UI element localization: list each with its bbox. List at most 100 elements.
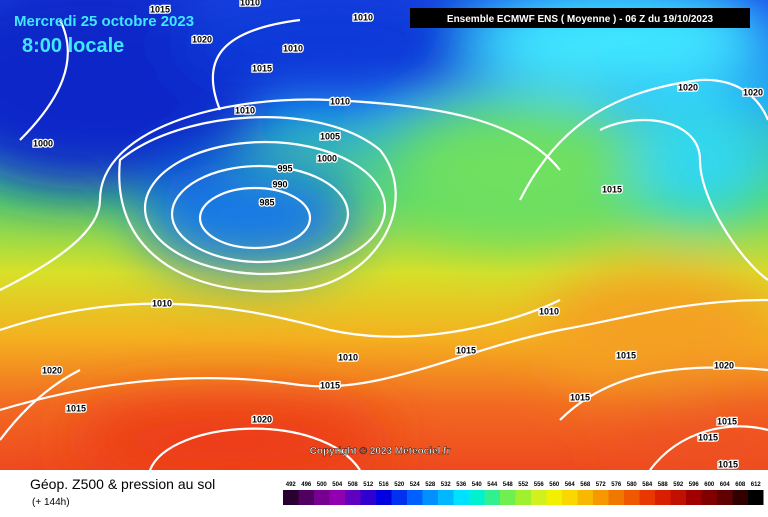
scale-swatch [407, 490, 423, 505]
scale-swatch [345, 490, 361, 505]
scale-swatch [732, 490, 748, 505]
scale-label: 500 [317, 482, 328, 488]
isobar-label: 1015 [252, 63, 272, 73]
isobar-label: 1005 [320, 131, 340, 141]
copyright: Copyright © 2023 Meteociel.fr [310, 446, 451, 457]
isobar-label: 1020 [714, 360, 734, 370]
isobar-label: 1015 [320, 380, 340, 390]
scale-label: 560 [549, 482, 560, 488]
scale-swatch [670, 490, 686, 505]
isobar-label: 1010 [338, 352, 358, 362]
scale-label: 496 [301, 482, 312, 488]
scale-swatch [329, 490, 345, 505]
scale-label: 556 [534, 482, 545, 488]
scale-label: 608 [735, 482, 746, 488]
isobar-label: 1015 [718, 459, 738, 469]
scale-label: 544 [487, 482, 498, 488]
isobar-label: 1020 [42, 365, 62, 375]
scale-label: 512 [363, 482, 374, 488]
scale-label: 576 [611, 482, 622, 488]
isobar-label: 1000 [317, 153, 337, 163]
isobar-label: 1010 [353, 12, 373, 22]
isobar-label: 1015 [717, 416, 737, 426]
scale-swatch [546, 490, 562, 505]
scale-label: 528 [425, 482, 436, 488]
scale-label: 516 [379, 482, 390, 488]
scale-swatch [500, 490, 516, 505]
scale-label: 612 [751, 482, 762, 488]
footer-lead: (+ 144h) [32, 497, 70, 508]
isobar-label: 1015 [602, 184, 622, 194]
isobar-label: 1015 [570, 392, 590, 402]
scale-swatch [298, 490, 314, 505]
scale-swatch [391, 490, 407, 505]
scale-swatch [639, 490, 655, 505]
scale-swatch [577, 490, 593, 505]
time-label: 8:00 locale [22, 35, 124, 57]
scale-swatch [686, 490, 702, 505]
scale-swatch [453, 490, 469, 505]
date-label: Mercredi 25 octobre 2023 [14, 13, 194, 30]
scale-label: 552 [518, 482, 529, 488]
scale-swatch [701, 490, 717, 505]
scale-label: 568 [580, 482, 591, 488]
footer-title: Géop. Z500 & pression au sol [30, 476, 215, 492]
isobar-label: 1020 [252, 414, 272, 424]
scale-label: 584 [642, 482, 653, 488]
scale-label: 524 [410, 482, 421, 488]
scale-swatch [376, 490, 392, 505]
scale-label: 520 [394, 482, 405, 488]
scale-label: 492 [286, 482, 297, 488]
scale-label: 548 [503, 482, 514, 488]
scale-swatch [562, 490, 578, 505]
scale-label: 600 [704, 482, 715, 488]
isobar-label: 1015 [698, 432, 718, 442]
scale-label: 572 [596, 482, 607, 488]
scale-label: 504 [332, 482, 343, 488]
isobar-label: 1000 [33, 138, 53, 148]
scale-swatch [438, 490, 454, 505]
isobar-label: 990 [272, 179, 287, 189]
isobars [0, 18, 768, 471]
scale-swatch [484, 490, 500, 505]
scale-label: 592 [673, 482, 684, 488]
isobar-label: 1010 [240, 0, 260, 7]
field-shading [0, 0, 768, 480]
isobar-label: 1010 [152, 298, 172, 308]
scale-label: 596 [689, 482, 700, 488]
scale-swatch [608, 490, 624, 505]
scale-swatch [593, 490, 609, 505]
isobar-labels: 1015 1010 1010 1020 1010 1015 1010 1010 1005 1000… [32, 0, 765, 471]
scale-swatch [314, 490, 330, 505]
scale-swatch [283, 490, 299, 505]
isobar-label: 1015 [616, 350, 636, 360]
scale-swatch [469, 490, 485, 505]
isobar-label: 1015 [66, 403, 86, 413]
isobar-label: 1015 [150, 4, 170, 14]
scale-label: 508 [348, 482, 359, 488]
scale-swatch [422, 490, 438, 505]
isobar-label: 1010 [283, 43, 303, 53]
isobar-label: 1020 [678, 82, 698, 92]
scale-swatch [655, 490, 671, 505]
scale-label: 588 [658, 482, 669, 488]
scale-label: 580 [627, 482, 638, 488]
isobar-label: 1010 [235, 105, 255, 115]
scale-swatch [748, 490, 764, 505]
run-info-box [410, 8, 750, 28]
scale-label: 564 [565, 482, 576, 488]
isobar-label: 985 [259, 197, 274, 207]
isobar-label: 1020 [192, 34, 212, 44]
scale-swatch [624, 490, 640, 505]
scale-swatch [360, 490, 376, 505]
isobar-label: 1010 [539, 306, 559, 316]
isobar-label: 1020 [743, 87, 763, 97]
scale-label: 604 [720, 482, 731, 488]
isobar-label: 1015 [456, 345, 476, 355]
scale-label: 532 [441, 482, 452, 488]
scale-swatch [717, 490, 733, 505]
run-info: Ensemble ECMWF ENS ( Moyenne ) - 06 Z du… [447, 14, 714, 25]
scale-label: 540 [472, 482, 483, 488]
scale-swatch [515, 490, 531, 505]
isobar-label: 1010 [330, 96, 350, 106]
